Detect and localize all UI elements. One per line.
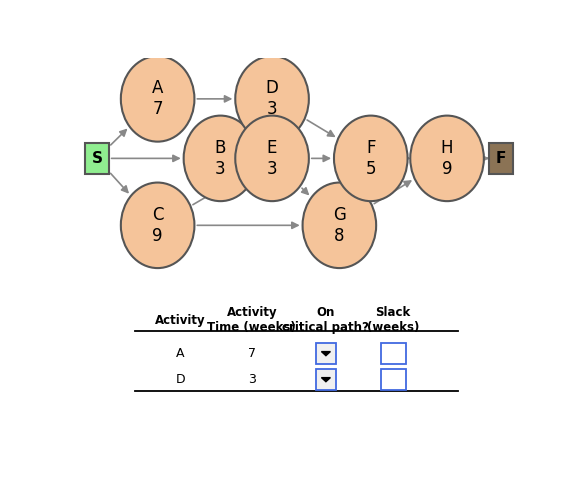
Bar <box>381 369 405 390</box>
Text: 3: 3 <box>248 373 256 386</box>
Ellipse shape <box>235 56 309 142</box>
Ellipse shape <box>303 183 376 268</box>
Text: Slack
(weeks): Slack (weeks) <box>367 306 419 334</box>
Text: B
3: B 3 <box>215 139 226 178</box>
Ellipse shape <box>121 56 195 142</box>
Text: On
critical path?: On critical path? <box>283 306 369 334</box>
Text: D: D <box>175 373 185 386</box>
Bar <box>489 142 512 174</box>
Ellipse shape <box>121 183 195 268</box>
Text: A: A <box>176 347 184 360</box>
Text: A
7: A 7 <box>152 80 163 118</box>
Text: S: S <box>91 151 102 166</box>
Ellipse shape <box>235 115 309 201</box>
Text: 7: 7 <box>248 347 256 360</box>
Text: F: F <box>496 151 506 166</box>
Text: E
3: E 3 <box>267 139 277 178</box>
Ellipse shape <box>411 115 484 201</box>
Text: F
5: F 5 <box>365 139 376 178</box>
Ellipse shape <box>184 115 257 201</box>
Text: C
9: C 9 <box>152 206 163 245</box>
Bar <box>381 343 405 364</box>
Text: D
3: D 3 <box>266 80 278 118</box>
Bar <box>316 343 336 364</box>
Text: G
8: G 8 <box>333 206 346 245</box>
Polygon shape <box>321 378 331 382</box>
Polygon shape <box>321 352 331 355</box>
Bar <box>85 142 109 174</box>
Text: Activity: Activity <box>155 313 206 327</box>
Text: H
9: H 9 <box>441 139 453 178</box>
Bar <box>316 369 336 390</box>
Text: Activity
Time (weeks): Activity Time (weeks) <box>207 306 296 334</box>
Ellipse shape <box>334 115 408 201</box>
